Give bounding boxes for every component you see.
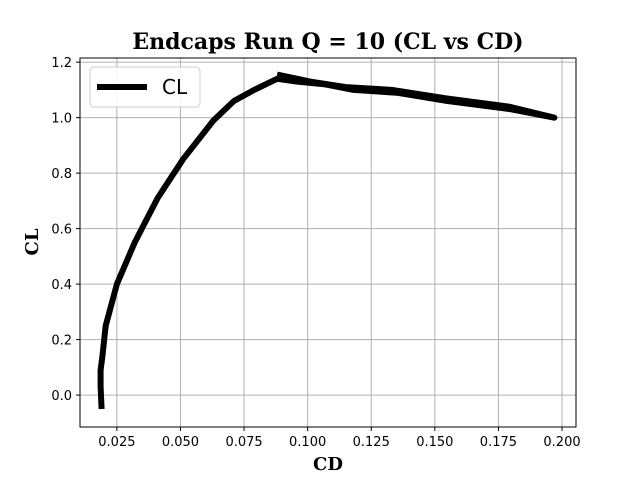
ticks: 0.025 0.050 0.075 0.100 0.125 0.150 0.175 0.200… bbox=[51, 56, 580, 450]
x-tick-label: 0.025 bbox=[98, 435, 135, 450]
y-tick-label: 0.2 bbox=[51, 334, 72, 349]
x-tick-label: 0.050 bbox=[162, 435, 199, 450]
y-tick-label: 0.0 bbox=[51, 389, 72, 404]
chart-title: Endcaps Run Q = 10 (CL vs CD) bbox=[132, 29, 523, 55]
legend: CL bbox=[89, 66, 201, 108]
x-tick-label: 0.125 bbox=[353, 435, 390, 450]
x-tick-label: 0.100 bbox=[289, 435, 326, 450]
grid bbox=[80, 58, 576, 427]
y-tick-label: 0.6 bbox=[51, 223, 72, 238]
y-tick-label: 1.0 bbox=[51, 112, 72, 127]
y-tick-label: 0.4 bbox=[51, 278, 72, 293]
plot-frame bbox=[79, 57, 577, 428]
x-axis-label: CD bbox=[313, 454, 343, 475]
series-line-cl bbox=[97, 71, 558, 410]
x-tick-label: 0.175 bbox=[480, 435, 517, 450]
x-tick-label: 0.075 bbox=[225, 435, 262, 450]
x-tick-label: 0.200 bbox=[543, 435, 580, 450]
series-layer bbox=[97, 71, 558, 410]
y-axis-label: CL bbox=[22, 228, 43, 255]
x-tick-label: 0.150 bbox=[416, 435, 453, 450]
legend-label-cl: CL bbox=[162, 75, 188, 99]
y-tick-label: 1.2 bbox=[51, 56, 72, 71]
y-tick-label: 0.8 bbox=[51, 167, 72, 182]
